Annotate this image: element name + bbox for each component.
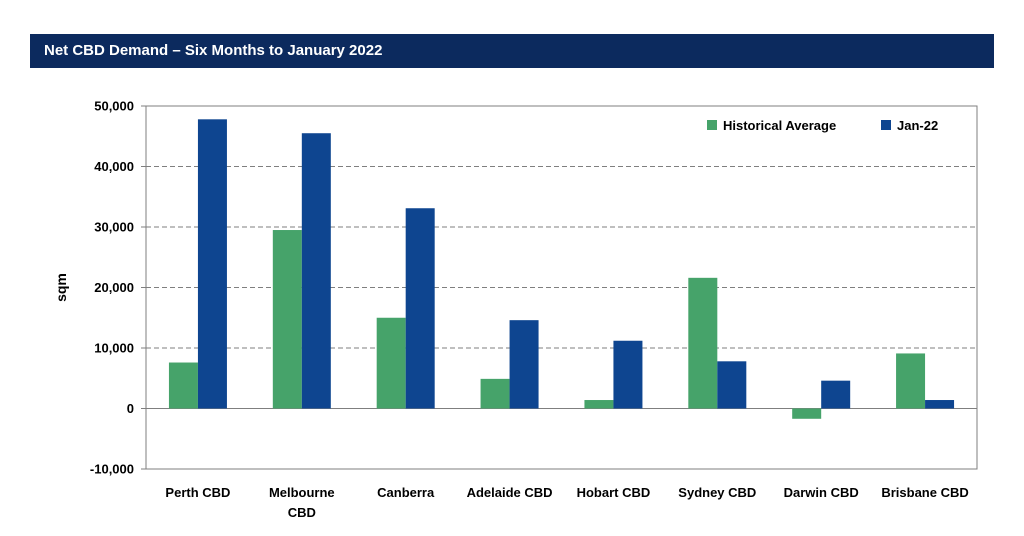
bar-jan-22 (717, 361, 747, 409)
y-tick-label: 30,000 (94, 220, 134, 235)
y-tick-label: 20,000 (94, 280, 134, 295)
bar-jan-22 (301, 133, 331, 409)
y-tick-label: -10,000 (90, 462, 134, 477)
bar-jan-22 (405, 208, 435, 409)
category-label: Perth CBD (165, 485, 230, 500)
y-tick-label: 0 (127, 401, 134, 416)
bar-historical-average (688, 277, 718, 409)
bar-historical-average (376, 317, 406, 409)
y-tick-label: 10,000 (94, 341, 134, 356)
chart-title-bar: Net CBD Demand – Six Months to January 2… (30, 34, 994, 68)
category-label: Hobart CBD (577, 485, 651, 500)
category-label: Sydney CBD (678, 485, 756, 500)
legend-swatch (881, 120, 891, 130)
bar-jan-22 (821, 380, 851, 409)
bar-jan-22 (509, 320, 539, 409)
legend-swatch (707, 120, 717, 130)
bar-jan-22 (197, 119, 227, 409)
y-tick-label: 50,000 (94, 99, 134, 114)
legend-label: Historical Average (723, 118, 836, 133)
category-label: Adelaide CBD (467, 485, 553, 500)
bar-historical-average (168, 362, 198, 409)
category-label: Melbourne (269, 485, 335, 500)
bar-historical-average (896, 353, 926, 409)
legend-label: Jan-22 (897, 118, 938, 133)
category-label: Brisbane CBD (881, 485, 968, 500)
chart-title: Net CBD Demand – Six Months to January 2… (44, 42, 383, 59)
y-tick-label: 40,000 (94, 159, 134, 174)
category-label: CBD (288, 505, 316, 520)
bar-historical-average (584, 400, 614, 409)
bar-historical-average (272, 230, 302, 409)
bar-jan-22 (613, 340, 643, 409)
y-axis-label: sqm (53, 273, 69, 302)
bar-historical-average (480, 378, 510, 409)
bar-jan-22 (925, 400, 955, 409)
category-label: Canberra (377, 485, 435, 500)
category-label: Darwin CBD (784, 485, 859, 500)
bar-historical-average (792, 408, 822, 419)
